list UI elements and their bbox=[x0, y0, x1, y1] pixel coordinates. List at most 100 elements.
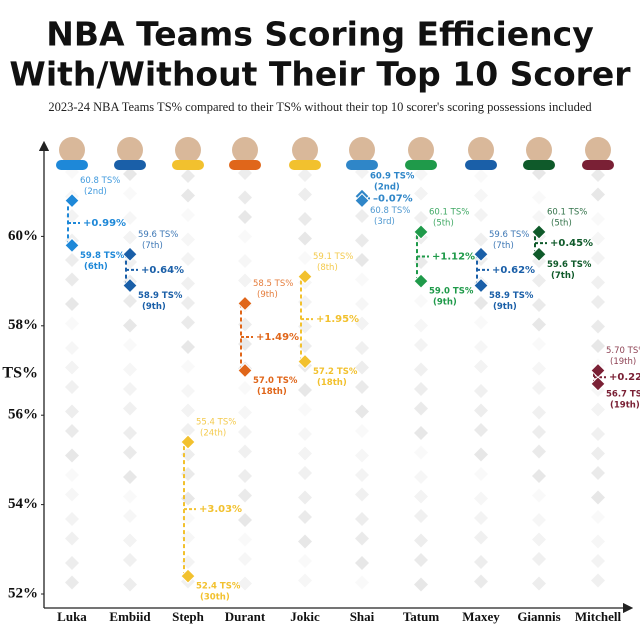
bg-diamond bbox=[123, 211, 137, 225]
bg-diamond bbox=[474, 467, 488, 481]
bg-diamond bbox=[181, 208, 195, 222]
bg-diamond bbox=[65, 487, 79, 502]
bg-diamond bbox=[238, 488, 252, 503]
bg-diamond bbox=[238, 381, 252, 395]
value-label: 59.6 TS% bbox=[547, 260, 592, 270]
bg-diamond bbox=[298, 402, 312, 417]
bg-diamond bbox=[414, 338, 428, 352]
player-headshot bbox=[468, 137, 494, 163]
bg-diamond bbox=[591, 573, 605, 588]
bg-diamond bbox=[414, 533, 428, 548]
rank-label: (7th) bbox=[551, 271, 575, 281]
bg-diamond bbox=[591, 490, 605, 505]
bg-diamond bbox=[65, 316, 79, 331]
rank-label: (2nd) bbox=[374, 183, 400, 193]
bg-diamond bbox=[414, 553, 428, 567]
subtitle: 2023-24 NBA Teams TS% compared to their … bbox=[48, 100, 592, 114]
bg-diamond bbox=[238, 513, 252, 527]
bg-diamond bbox=[181, 188, 195, 203]
player-jersey bbox=[172, 160, 204, 170]
player-headshot bbox=[349, 137, 375, 163]
y-tick-label: 60% bbox=[8, 228, 38, 244]
data-diamond bbox=[122, 246, 138, 262]
bg-diamond bbox=[123, 362, 137, 377]
data-diamond bbox=[122, 277, 138, 294]
value-label: 5.70 TS% bbox=[606, 346, 640, 356]
background-diamonds bbox=[65, 165, 605, 592]
bg-diamond bbox=[238, 532, 252, 547]
bg-diamond bbox=[414, 577, 428, 592]
bg-diamond bbox=[532, 469, 546, 483]
bg-diamond bbox=[123, 294, 137, 308]
bg-diamond bbox=[238, 469, 252, 483]
y-tick-label: 54% bbox=[8, 496, 38, 512]
bg-diamond bbox=[591, 554, 605, 568]
bg-diamond bbox=[123, 470, 137, 484]
data-diamond bbox=[531, 224, 547, 240]
bg-diamond bbox=[532, 444, 546, 459]
bg-diamond bbox=[532, 488, 546, 503]
bg-diamond bbox=[532, 381, 546, 395]
bg-diamond bbox=[123, 338, 137, 352]
bg-diamond bbox=[298, 427, 312, 441]
bg-diamond bbox=[238, 254, 252, 268]
bg-diamond bbox=[123, 318, 137, 333]
value-label: 56.7 TS% bbox=[606, 389, 640, 399]
x-tick-label: Giannis bbox=[517, 609, 560, 624]
bg-diamond bbox=[123, 445, 137, 460]
rank-label: (18th) bbox=[317, 378, 347, 388]
bg-diamond bbox=[355, 360, 369, 375]
bg-diamond bbox=[532, 298, 546, 312]
data-diamond bbox=[590, 376, 606, 392]
bg-diamond bbox=[474, 555, 488, 569]
value-label: 60.1 TS% bbox=[547, 207, 587, 217]
bg-diamond bbox=[123, 553, 137, 567]
change-label: +0.45% bbox=[550, 238, 593, 249]
bg-diamond bbox=[238, 210, 252, 224]
rank-label: (18th) bbox=[257, 387, 287, 397]
bg-diamond bbox=[65, 575, 79, 590]
bg-diamond bbox=[414, 470, 428, 484]
rank-label: (5th) bbox=[433, 218, 454, 228]
player-jersey bbox=[289, 160, 321, 170]
bg-diamond bbox=[298, 446, 312, 461]
data-diamond bbox=[354, 192, 370, 209]
bg-diamond bbox=[298, 383, 312, 397]
bg-diamond bbox=[238, 273, 252, 288]
bg-diamond bbox=[298, 231, 312, 246]
bg-diamond bbox=[65, 424, 79, 438]
bg-diamond bbox=[123, 186, 137, 201]
y-tick-label: 56% bbox=[8, 407, 38, 423]
rank-label: (19th) bbox=[610, 400, 640, 410]
bg-diamond bbox=[65, 297, 79, 311]
player-jersey bbox=[229, 160, 261, 170]
rank-label: (5th) bbox=[551, 218, 572, 228]
bg-diamond bbox=[591, 510, 605, 524]
data-diamond bbox=[64, 237, 80, 254]
value-label: 59.8 TS% bbox=[80, 251, 125, 261]
bg-diamond bbox=[298, 339, 312, 353]
bg-diamond bbox=[474, 296, 488, 310]
player-jersey bbox=[582, 160, 614, 170]
value-label: 60.1 TS% bbox=[429, 207, 469, 217]
bg-diamond bbox=[355, 272, 369, 287]
bg-diamond bbox=[355, 253, 369, 267]
bg-diamond bbox=[238, 229, 252, 244]
y-axis-label: TS% bbox=[2, 365, 38, 382]
bg-diamond bbox=[414, 167, 428, 181]
y-tick-label: 52% bbox=[8, 585, 38, 601]
bg-diamond bbox=[414, 362, 428, 377]
bg-diamond bbox=[532, 513, 546, 527]
bg-diamond bbox=[181, 384, 195, 398]
bg-diamond bbox=[474, 232, 488, 247]
bg-diamond bbox=[474, 423, 488, 437]
bg-diamond bbox=[181, 169, 195, 183]
bg-diamond bbox=[591, 339, 605, 353]
bg-diamond bbox=[474, 530, 488, 545]
bg-diamond bbox=[591, 187, 605, 202]
rank-label: (7th) bbox=[142, 241, 163, 251]
value-label: 59.6 TS% bbox=[489, 230, 529, 240]
value-label: 60.8 TS% bbox=[370, 206, 410, 216]
bg-diamond bbox=[414, 294, 428, 308]
bg-diamond bbox=[532, 405, 546, 420]
